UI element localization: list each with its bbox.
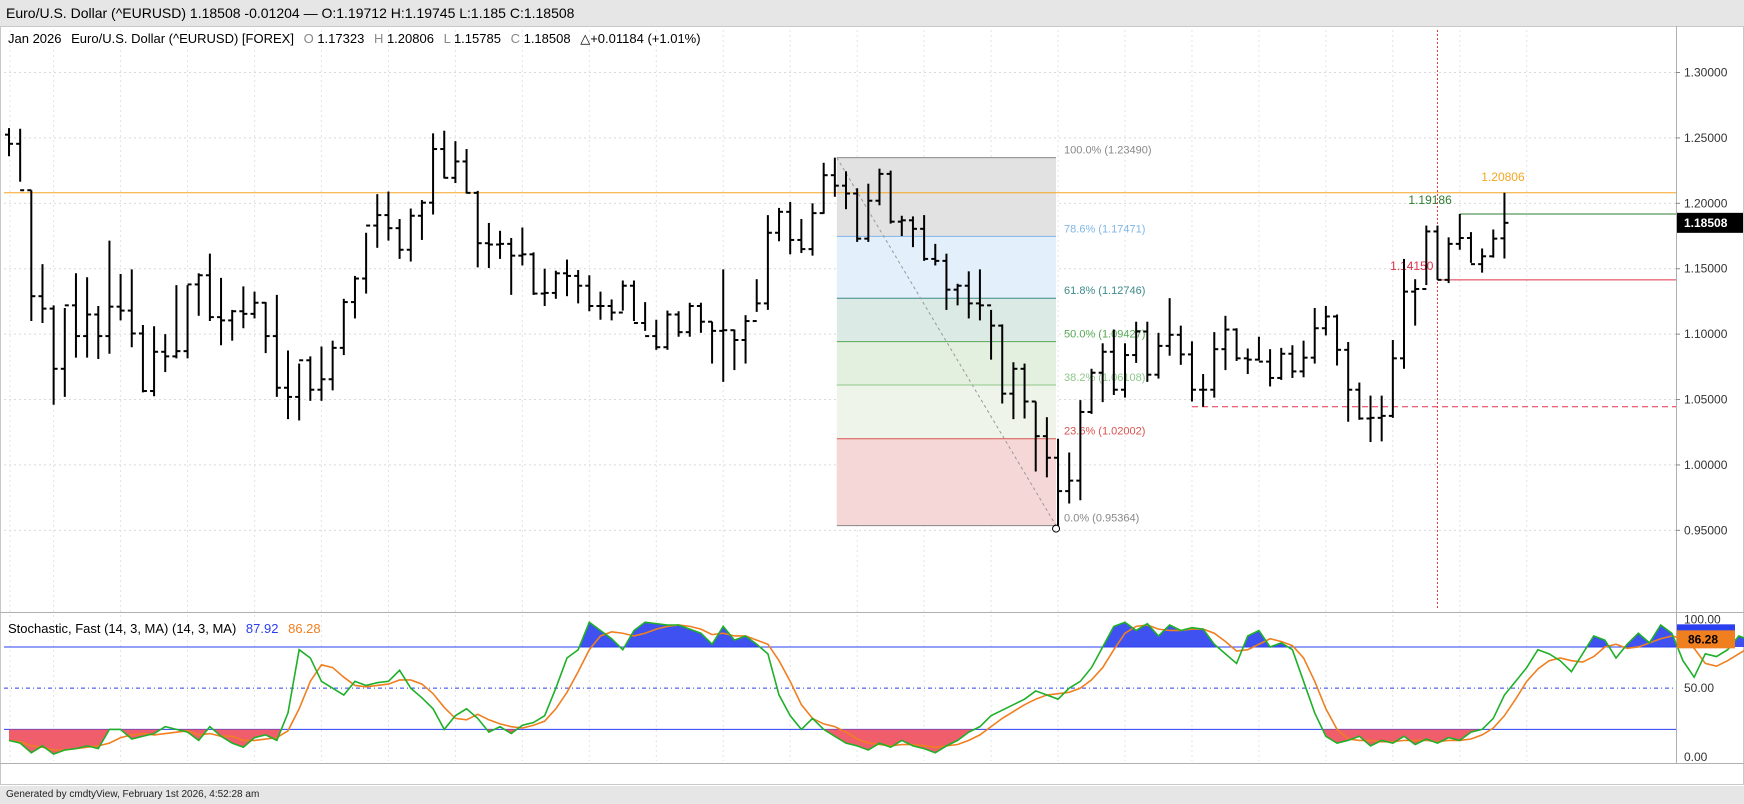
stochastic-badge-label: 86.28 (1688, 632, 1718, 646)
stochastic-k-value: 87.92 (246, 621, 279, 636)
price-tick-label: 1.30000 (1684, 66, 1728, 80)
stochastic-d-badge (1677, 630, 1735, 649)
header-low-label: L (444, 31, 451, 46)
fib-level-label: 0.0% (0.95364) (1064, 513, 1139, 525)
stochastic-d-line (8, 624, 1744, 751)
ohlc-bars (5, 128, 1509, 526)
header-high-label: H (374, 31, 383, 46)
fibonacci-retracement[interactable]: 100.0% (1.23490) 78.6% (1.17471) 61.8% (1.… (836, 145, 1152, 533)
stochastic-oversold-fill (9, 729, 110, 755)
price-tick-label: 1.05000 (1684, 393, 1728, 407)
header-change: △+0.01184 (+1.01%) (580, 31, 700, 46)
header-close-label: C (511, 31, 520, 46)
header-symbol-name: Euro/U.S. Dollar (^EURUSD) [FOREX] (71, 31, 294, 46)
stochastic-oversold-fill (1322, 729, 1483, 746)
fib-level-label: 50.0% (1.09427) (1064, 329, 1145, 341)
fib-zone-fill (836, 438, 1057, 526)
stochastic-title: Stochastic, Fast (14, 3, MA) (14, 3, MA) (8, 621, 236, 636)
window-title-bar: Euro/U.S. Dollar (^EURUSD) 1.18508 -0.01… (0, 0, 1744, 27)
high-label: 1.19186 (1408, 193, 1452, 207)
last-price-label: 1.18508 (1684, 216, 1728, 230)
price-chart[interactable]: 100.0% (1.23490) 78.6% (1.17471) 61.8% (1.… (0, 26, 1744, 786)
header-open-label: O (304, 31, 314, 46)
stochastic-overbought-fill (1624, 624, 1678, 647)
fib-level-label: 61.8% (1.12746) (1064, 285, 1145, 297)
price-tick-label: 1.00000 (1684, 458, 1728, 472)
stochastic-tick-label: 50.00 (1684, 681, 1714, 695)
header-open-value: 1.17323 (317, 31, 364, 46)
footer-bar: Generated by cmdtyView, February 1st 202… (0, 786, 1744, 804)
fib-level-label: 78.6% (1.17471) (1064, 223, 1145, 235)
low-label: 1.14150 (1390, 259, 1434, 273)
horizontal-lines[interactable]: 1.20806 1.19186 1.14150 (4, 30, 1676, 608)
fib-level-label: 23.6% (1.02002) (1064, 426, 1145, 438)
stochastic-tick-label: 100.00 (1684, 612, 1721, 626)
stochastic-overbought-fill (579, 622, 621, 647)
fib-trend-line[interactable] (836, 157, 1057, 526)
stochastic-k-badge (1677, 624, 1735, 633)
svg-text:Jan 2026 Euro/U.S. Dolla: Jan 2026 Euro/U.S. Dollar (^EURUSD) [FOR… (8, 31, 701, 46)
stochastic-d-value: 86.28 (288, 621, 321, 636)
last-price-badge (1677, 212, 1743, 233)
axes: 1.30000 1.25000 1.20000 1.15000 1.10000 1.050… (1676, 66, 1743, 764)
stochastic-tick-label: 0.00 (1684, 750, 1708, 764)
fib-zone-fill (836, 341, 1057, 386)
fib-zone-fill (836, 157, 1057, 237)
stochastic-overbought-fill (624, 622, 760, 647)
stochastic-oversold-fill (213, 729, 282, 748)
stochastic-header: Stochastic, Fast (14, 3, MA) (14, 3, MA)… (8, 621, 321, 636)
header-high-value: 1.20806 (387, 31, 434, 46)
price-tick-label: 1.15000 (1684, 262, 1728, 276)
header-close-value: 1.18508 (524, 31, 571, 46)
svg-text:Stochastic, Fast (14, 3, MA): Stochastic, Fast (14, 3, MA) (14, 3, MA)… (8, 621, 321, 636)
stochastic-panel (4, 620, 1744, 756)
fib-zone-fill (836, 385, 1057, 439)
price-tick-label: 1.10000 (1684, 327, 1728, 341)
price-tick-label: 0.95000 (1684, 523, 1728, 537)
chart-header: Jan 2026 Euro/U.S. Dollar (^EURUSD) [FOR… (8, 31, 701, 46)
fib-level-label: 38.2% (1.06108) (1064, 372, 1145, 384)
price-tick-label: 1.20000 (1684, 196, 1728, 210)
header-low-value: 1.15785 (454, 31, 501, 46)
stochastic-k-line (8, 620, 1744, 756)
window-title: Euro/U.S. Dollar (^EURUSD) 1.18508 -0.01… (6, 5, 575, 21)
header-period: Jan 2026 (8, 31, 62, 46)
fib-anchor-handle[interactable] (1052, 524, 1061, 533)
price-tick-label: 1.25000 (1684, 131, 1728, 145)
footer-generated-text: Generated by cmdtyView, February 1st 202… (6, 789, 260, 800)
fib-level-label: 100.0% (1.23490) (1064, 145, 1151, 157)
resistance-label: 1.20806 (1481, 170, 1525, 184)
